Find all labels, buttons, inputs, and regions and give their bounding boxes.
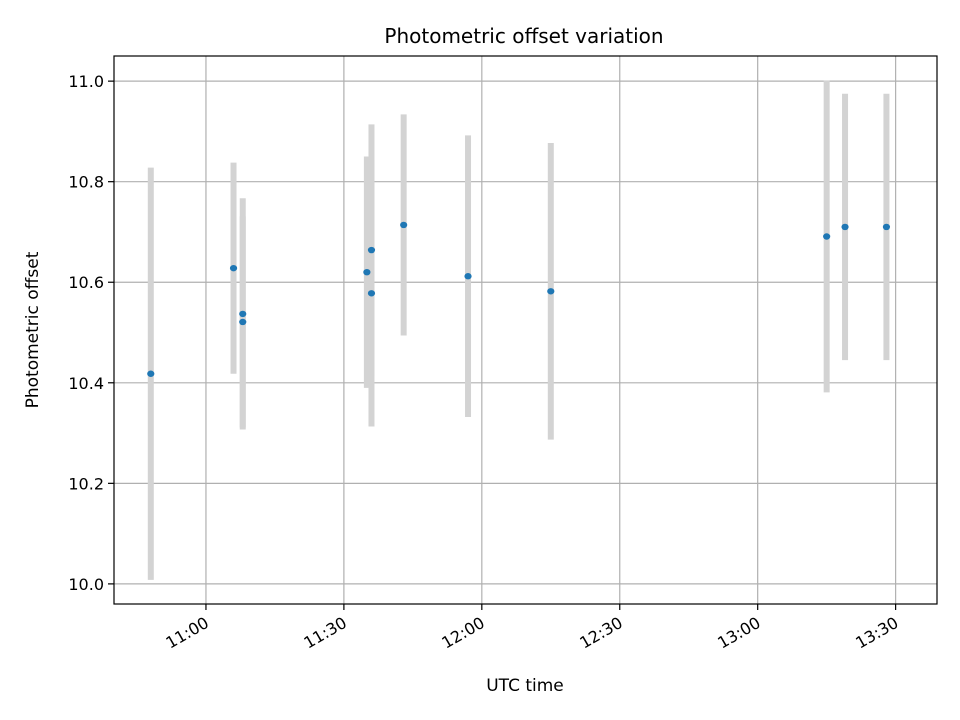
y-axis-label: Photometric offset xyxy=(23,251,43,408)
y-tick-label: 10.8 xyxy=(68,173,104,192)
x-axis-label: UTC time xyxy=(486,676,564,696)
data-point xyxy=(367,290,376,297)
data-point xyxy=(823,233,831,240)
data-point xyxy=(363,268,371,276)
data-point xyxy=(882,223,891,231)
y-tick-label: 10.0 xyxy=(68,575,104,594)
y-tick-label: 11.0 xyxy=(68,72,104,91)
x-tick-label: 11:00 xyxy=(163,613,212,653)
x-tick-label: 12:00 xyxy=(438,613,487,653)
data-point xyxy=(464,273,472,280)
data-point xyxy=(239,318,247,326)
data-point xyxy=(841,223,849,231)
data-point xyxy=(147,370,155,377)
data-point xyxy=(547,288,555,295)
chart-title: Photometric offset variation xyxy=(384,24,663,48)
x-tick-label: 11:30 xyxy=(300,613,349,653)
error-bars xyxy=(147,80,890,580)
y-tick-label: 10.4 xyxy=(68,374,104,393)
data-point xyxy=(367,246,376,254)
grid-lines xyxy=(114,56,937,604)
x-tick-label: 12:30 xyxy=(576,613,625,653)
x-tick-label: 13:30 xyxy=(852,613,901,653)
data-point xyxy=(229,264,238,272)
x-ticks: 11:00 11:30 12:00 12:30 13:00 13:30 xyxy=(163,604,902,653)
y-ticks: 10.0 10.2 10.4 10.6 10.8 11.0 xyxy=(68,72,114,594)
y-tick-label: 10.2 xyxy=(68,474,104,493)
data-point xyxy=(239,310,247,318)
data-points xyxy=(147,221,891,377)
y-tick-label: 10.6 xyxy=(68,273,104,292)
plot-frame xyxy=(113,55,938,605)
x-tick-label: 13:00 xyxy=(714,613,763,653)
data-point xyxy=(400,221,408,229)
